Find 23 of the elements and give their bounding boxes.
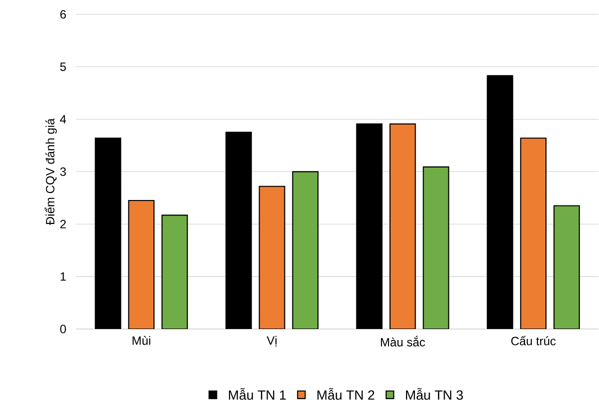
x-tick-label: Màu sắc [380,336,426,346]
y-tick-label: 3 [60,167,66,176]
y-axis-title: Điểm CQV đánh giá [44,118,57,225]
y-tick-label: 2 [60,220,66,228]
y-tick-label: 6 [60,10,66,19]
y-tick-label: 1 [60,272,66,281]
bar [258,186,286,329]
legend-label: Mẫu TN 1 [228,388,286,400]
bar [422,166,450,329]
legend-label: Mẫu TN 3 [406,388,463,400]
bar [292,171,319,329]
bar [553,205,580,329]
x-tick-label: Mùi [132,336,150,345]
bar [161,214,188,329]
y-tick-label: 4 [60,115,66,124]
bar [389,123,416,329]
bar [128,200,155,329]
x-tick-label: Vị [266,336,277,346]
y-tick-label: 0 [60,324,66,334]
legend-label: Mẫu TN 2 [317,388,374,400]
y-tick-label: 5 [60,62,66,71]
x-tick-label: Cấu trúc [511,336,556,346]
bar [520,138,547,329]
